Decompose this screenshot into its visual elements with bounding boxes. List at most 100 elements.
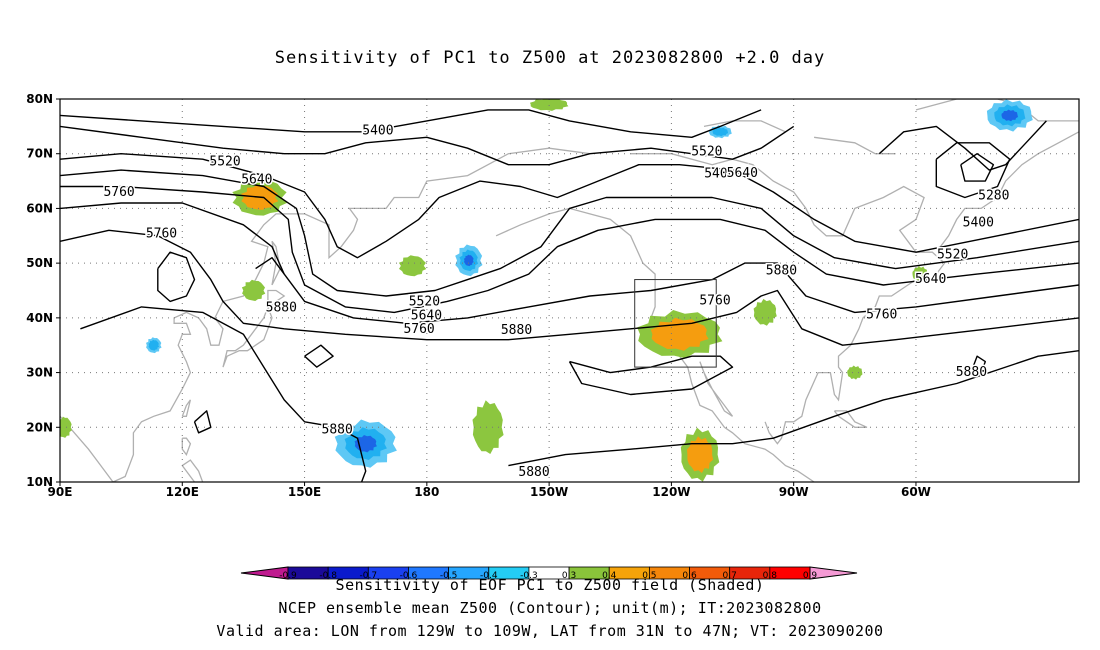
- colorbar-tick-label: -0.8: [319, 571, 337, 580]
- coastline: [630, 153, 946, 445]
- coastline: [833, 410, 868, 428]
- colorbar-tick-label: 0.4: [602, 571, 617, 580]
- z500-contour: [60, 202, 1079, 324]
- coastline: [699, 361, 734, 417]
- z500-contour: [60, 125, 795, 166]
- contour-label: 5880: [501, 323, 532, 338]
- lon-label: 120W: [652, 485, 690, 499]
- valid-area-box: [634, 279, 717, 368]
- map-frame: [59, 98, 1080, 483]
- z500-contour: [80, 306, 367, 482]
- coastline: [939, 131, 1079, 248]
- contour-label: 5760: [699, 293, 730, 308]
- z500-contour: [972, 355, 986, 374]
- colorbar-tick-label: -0.4: [480, 571, 498, 580]
- lon-label: 90E: [48, 485, 73, 499]
- contour-label: 5760: [103, 185, 134, 200]
- coastline: [814, 136, 896, 155]
- lat-label: 30N: [26, 366, 53, 380]
- lat-label: 20N: [26, 420, 53, 434]
- colorbar-tick-label: 0.6: [682, 571, 697, 580]
- lat-label: 70N: [26, 147, 53, 161]
- caption-shading: Sensitivity of EOF PC1 to Z500 field (Sh…: [335, 576, 765, 594]
- contour-label: 5760: [866, 308, 897, 323]
- coastline: [181, 399, 192, 417]
- coastline: [181, 459, 204, 482]
- coastline: [60, 415, 114, 482]
- contour-label: 5880: [766, 263, 797, 278]
- colorbar-tick-label: -0.9: [279, 571, 297, 580]
- contour-label: 5400: [362, 124, 393, 139]
- contour-label: 5760: [146, 227, 177, 242]
- z500-contour: [508, 350, 1079, 467]
- z500-contour: [60, 109, 762, 138]
- contour-label: 5640: [411, 309, 442, 324]
- colorbar-high-end: [809, 566, 858, 580]
- colorbar: -0.9 -0.8 -0.7 -0.6 -0.5 -0.4 -0.3 0.3 0.4 0.5 0.6…: [240, 566, 858, 580]
- colorbar-tick-label: -0.6: [400, 571, 418, 580]
- contour-label: 5520: [209, 154, 240, 169]
- contour-label: 5400: [704, 166, 735, 181]
- lat-label: 40N: [26, 311, 53, 325]
- coastline: [181, 437, 192, 456]
- coastline: [703, 120, 786, 133]
- lat-label: 60N: [26, 201, 53, 215]
- contour-label: 5640: [915, 272, 946, 287]
- z500-contour: [60, 153, 1079, 259]
- lat-label: 10N: [26, 475, 53, 489]
- sensitivity-patch: [687, 436, 714, 473]
- colorbar-tick-label: 0.8: [763, 571, 778, 580]
- sensitivity-patch: [60, 416, 72, 438]
- contour-label: 5400: [963, 216, 994, 231]
- contour-label: 5280: [978, 188, 1009, 203]
- colorbar-tick-label: -0.7: [360, 571, 378, 580]
- lon-label: 150W: [530, 485, 568, 499]
- z500-contour: [255, 257, 285, 275]
- z500-contour-layer: [60, 109, 1079, 482]
- z500-contour: [304, 344, 334, 368]
- sensitivity-patch: [463, 254, 474, 267]
- z500-contour: [878, 120, 1047, 171]
- sensitivity-shading-layer: [60, 99, 1033, 482]
- z500-contour: [193, 410, 212, 434]
- sensitivity-patch: [398, 255, 427, 277]
- coastline: [222, 305, 273, 368]
- figure-title: Sensitivity of PC1 to Z500 at 2023082800…: [274, 48, 826, 68]
- colorbar-tick-label: 0.3: [562, 571, 576, 580]
- contour-label: 5520: [937, 247, 968, 262]
- coastline: [112, 147, 590, 482]
- caption-contour: NCEP ensemble mean Z500 (Contour); unit(…: [278, 599, 822, 617]
- lat-label: 80N: [26, 92, 53, 106]
- lat-label: 50N: [26, 256, 53, 270]
- contour-label: 5880: [266, 300, 297, 315]
- lon-label: 120E: [166, 485, 199, 499]
- sensitivity-patch: [472, 400, 504, 454]
- contour-label: 5880: [956, 365, 987, 380]
- lon-label: 150E: [288, 485, 321, 499]
- lon-label: 180: [414, 485, 439, 499]
- contour-label: 5760: [403, 322, 434, 337]
- sensitivity-patch: [148, 339, 160, 351]
- caption-valid-area: Valid area: LON from 129W to 109W, LAT f…: [216, 622, 884, 640]
- colorbar-tick-label: 0.9: [803, 571, 818, 580]
- sensitivity-patch: [847, 365, 863, 380]
- z500-contour: [568, 355, 734, 396]
- sensitivity-patch: [753, 298, 777, 326]
- z500-contour: [157, 251, 196, 303]
- colorbar-tick-label: -0.5: [440, 571, 458, 580]
- sensitivity-patch: [530, 99, 569, 111]
- coastline: [267, 289, 286, 308]
- lon-label: 60W: [901, 485, 931, 499]
- valid-area-box-layer: [634, 279, 717, 368]
- sensitivity-patch: [912, 266, 928, 283]
- contour-label: 5640: [241, 172, 272, 187]
- contour-label: 5880: [322, 422, 353, 437]
- sensitivity-patch: [1001, 109, 1018, 122]
- contour-label: 5520: [409, 294, 440, 309]
- z500-contour: [60, 229, 1079, 346]
- colorbar-tick-label: -0.3: [520, 571, 538, 580]
- z500-contour: [60, 169, 1079, 297]
